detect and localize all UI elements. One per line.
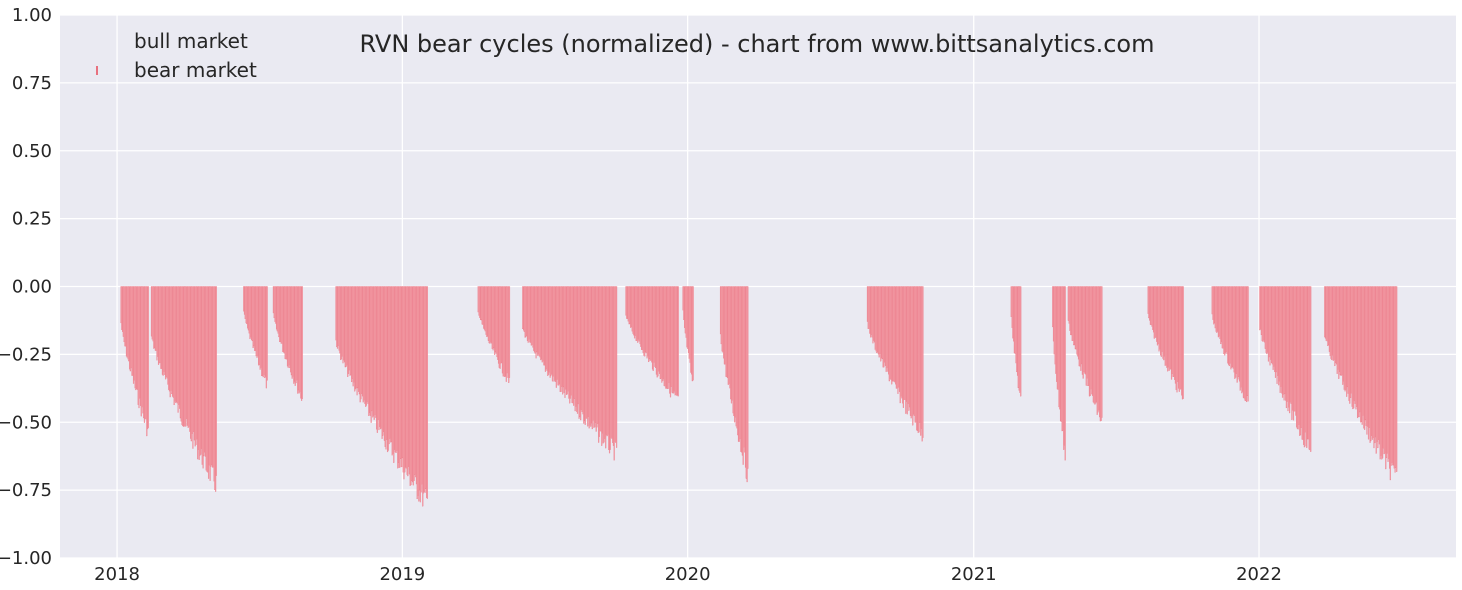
bear-bar (1182, 286, 1184, 399)
y-tick-label: −0.25 (0, 344, 52, 365)
bear-episode (272, 286, 303, 401)
y-axis: 1.00 0.75 0.50 0.25 0.00 −0.25 −0.50 −0.75 −1.00 (0, 5, 52, 569)
y-tick-label: 0.25 (12, 209, 52, 230)
bear-episode (1052, 286, 1066, 461)
bear-bar (1064, 286, 1066, 461)
bear-episode (866, 286, 924, 442)
bear-episode (625, 286, 679, 398)
y-tick-label: 0.00 (12, 277, 52, 298)
bear-episode (150, 286, 217, 492)
bear-episode (522, 286, 618, 461)
bear-bar (301, 286, 303, 399)
y-tick-label: 1.00 (12, 5, 52, 26)
y-tick-label: −0.50 (0, 412, 52, 433)
bear-episode (1211, 286, 1249, 403)
bear-bar (615, 286, 618, 448)
bear-episode (1324, 286, 1398, 481)
x-tick-label: 2020 (665, 564, 711, 585)
bear-bar (1247, 286, 1249, 402)
bear-bar (1020, 286, 1022, 397)
bear-bar (1310, 286, 1312, 452)
bear-bar (147, 286, 149, 428)
bear-bar (266, 286, 268, 381)
y-tick-label: 0.50 (12, 141, 52, 162)
bear-episode (477, 286, 511, 383)
bear-episode (1147, 286, 1184, 400)
bear-bar (426, 286, 428, 499)
x-tick-label: 2021 (951, 564, 997, 585)
y-tick-label: −1.00 (0, 548, 52, 569)
bear-bar (692, 286, 694, 381)
bear-episode (335, 286, 428, 507)
bear-bar (1101, 286, 1103, 418)
bear-bar (215, 286, 217, 476)
bear-episode (243, 286, 268, 389)
legend-swatch-bear-market (96, 66, 98, 75)
legend-label-bull-market: bull market (134, 29, 248, 53)
y-tick-label: −0.75 (0, 480, 52, 501)
bear-bar (747, 286, 749, 469)
bear-bar (922, 286, 924, 438)
x-tick-label: 2018 (94, 564, 140, 585)
legend: bull market bear market (96, 29, 257, 82)
plot-area (60, 14, 1456, 559)
bear-episode (1067, 286, 1103, 422)
bear-episode (1259, 286, 1312, 452)
chart-title: RVN bear cycles (normalized) - chart fro… (360, 30, 1155, 58)
x-tick-label: 2019 (379, 564, 425, 585)
bear-bar (1396, 286, 1398, 472)
x-tick-label: 2022 (1236, 564, 1282, 585)
bear-episode (719, 286, 749, 483)
bear-bar (677, 286, 679, 397)
x-axis: 2018 2019 2020 2021 2022 (94, 564, 1282, 585)
y-tick-label: 0.75 (12, 73, 52, 94)
bear-market-bars (120, 286, 1398, 507)
bear-episode (1010, 286, 1022, 397)
legend-label-bear-market: bear market (134, 58, 257, 82)
bear-episode (682, 286, 694, 382)
bear-bar (508, 286, 511, 378)
bear-episode (120, 286, 149, 437)
